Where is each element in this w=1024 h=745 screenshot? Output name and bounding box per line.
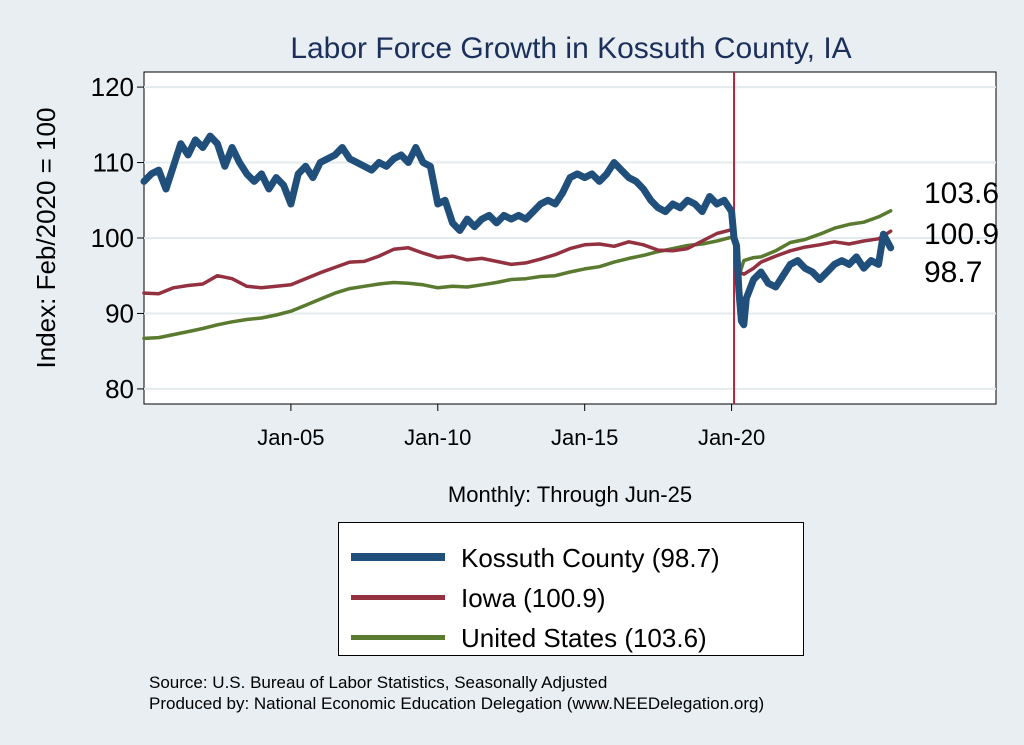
y-tick-label: 100 bbox=[91, 223, 134, 253]
source-note: Source: U.S. Bureau of Labor Statistics,… bbox=[149, 672, 764, 714]
legend-label-us: United States (103.6) bbox=[461, 623, 707, 653]
end-value-label: 100.9 bbox=[924, 218, 999, 251]
x-axis-label: Monthly: Through Jun-25 bbox=[448, 482, 692, 507]
y-tick-label: 120 bbox=[91, 72, 134, 102]
series-line-iowa bbox=[142, 227, 893, 296]
producer-line: Produced by: National Economic Education… bbox=[149, 694, 765, 713]
y-tick-label: 110 bbox=[93, 148, 134, 178]
legend-label-iowa: Iowa (100.9) bbox=[461, 583, 606, 613]
x-tick-label: Jan-05 bbox=[257, 425, 324, 450]
y-axis-label: Index: Feb/2020 = 100 bbox=[31, 108, 61, 369]
legend-item-kossuth: Kossuth County (98.7) bbox=[339, 537, 803, 577]
chart-title: Labor Force Growth in Kossuth County, IA bbox=[290, 32, 851, 65]
end-value-label: 103.6 bbox=[924, 177, 999, 210]
series-line-us bbox=[142, 209, 893, 341]
x-tick-label: Jan-10 bbox=[404, 425, 471, 450]
legend-swatch-iowa bbox=[351, 595, 445, 600]
legend-swatch-us bbox=[351, 635, 445, 640]
legend-item-iowa: Iowa (100.9) bbox=[339, 577, 803, 617]
end-value-label: 98.7 bbox=[924, 256, 982, 289]
legend-item-us: United States (103.6) bbox=[339, 617, 803, 657]
y-tick-label: 90 bbox=[105, 298, 134, 328]
source-line: Source: U.S. Bureau of Labor Statistics,… bbox=[149, 673, 608, 692]
legend-swatch-kossuth bbox=[351, 553, 445, 561]
x-tick-label: Jan-15 bbox=[551, 425, 618, 450]
legend-label-kossuth: Kossuth County (98.7) bbox=[461, 543, 720, 573]
y-tick-label: 80 bbox=[105, 374, 134, 404]
series-line-kossuth bbox=[140, 132, 895, 329]
legend: Kossuth County (98.7) Iowa (100.9) Unite… bbox=[338, 522, 804, 656]
x-tick-label: Jan-20 bbox=[698, 425, 765, 450]
